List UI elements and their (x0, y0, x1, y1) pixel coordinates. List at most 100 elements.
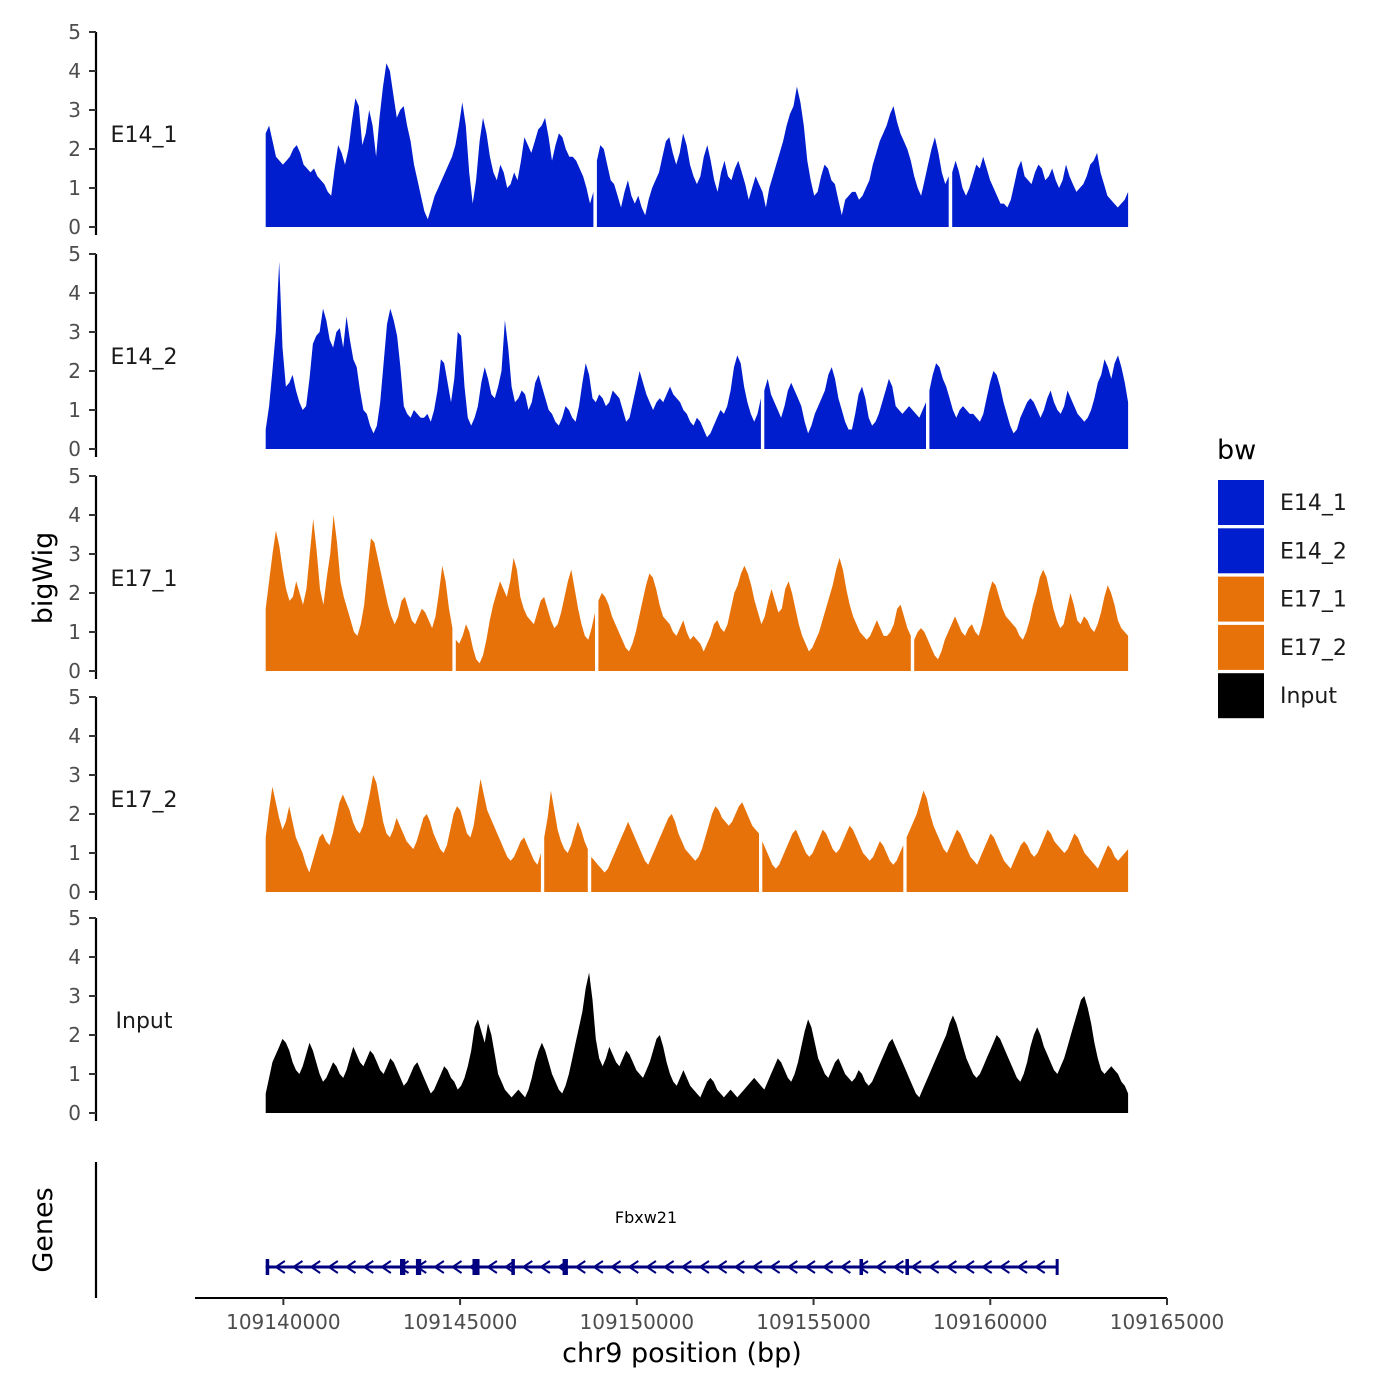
strand-arrow (927, 1260, 940, 1274)
strand-arrow (433, 1260, 445, 1274)
track-label: E17_2 (111, 788, 178, 813)
coverage-area-E17_2 (265, 775, 541, 892)
gene-model (265, 1259, 1059, 1275)
gene-exon (265, 1259, 270, 1275)
strand-arrow (609, 1260, 622, 1274)
strand-arrow (980, 1260, 993, 1274)
y-tick-label: 1 (68, 176, 81, 200)
strand-arrow (821, 1260, 834, 1274)
strand-arrow (698, 1260, 710, 1274)
track-panels: 0 1 2 3 4 5 E14_1 0 1 2 3 4 5 E14_2 0 1 2 3 4 5 E17_1 0 1 2 3 4 5 E… (68, 20, 1129, 1125)
legend-title: bw (1217, 435, 1256, 466)
legend-items: E14_1 E14_2 E17_1 E17_2 Input (1218, 480, 1347, 719)
legend-label: Input (1280, 684, 1337, 709)
y-tick-label: 2 (68, 581, 81, 605)
y-tick-label: 2 (68, 359, 81, 383)
strand-arrow (486, 1260, 498, 1274)
y-tick-label: 2 (68, 1023, 81, 1047)
gene-name-label: Fbxw21 (615, 1208, 677, 1227)
coverage-area-E17_1 (598, 557, 911, 671)
strand-arrow (627, 1260, 639, 1274)
strand-arrow (380, 1260, 392, 1274)
strand-arrow (963, 1260, 975, 1274)
strand-arrow (874, 1260, 887, 1274)
y-tick-label: 1 (68, 398, 81, 422)
legend-swatch (1218, 673, 1264, 719)
x-tick-label: 109150000 (580, 1310, 695, 1334)
gene-exon (859, 1259, 864, 1275)
y-tick-label: 3 (68, 984, 81, 1008)
y-tick-label: 0 (68, 215, 81, 239)
strand-arrow (768, 1260, 781, 1274)
strand-arrow (592, 1260, 604, 1274)
gene-exon (1055, 1259, 1059, 1275)
y-tick-label: 5 (68, 464, 81, 488)
strand-arrow (910, 1260, 922, 1274)
genes-panel: Genes Fbxw21 (28, 1162, 1059, 1298)
coverage-area-E17_1 (265, 515, 453, 671)
strand-arrow (539, 1260, 551, 1274)
y-tick-label: 0 (68, 659, 81, 683)
x-tick-label: 109140000 (226, 1310, 341, 1334)
coverage-area-Input (265, 972, 1129, 1113)
strand-arrow (397, 1260, 410, 1274)
y-tick-label: 3 (68, 763, 81, 787)
track-panel-E17_2: 0 1 2 3 4 5 E17_2 (68, 685, 1129, 904)
y-tick-label: 5 (68, 20, 81, 44)
genes-axis-title: Genes (28, 1187, 59, 1272)
x-axis: 109140000 109145000 109150000 109155000 1091… (195, 1297, 1224, 1369)
coverage-area-E14_1 (265, 63, 594, 228)
coverage-area-E17_2 (591, 802, 759, 892)
strand-arrow (645, 1260, 657, 1274)
x-axis-ticks: 109140000 109145000 109150000 109155000 1091… (226, 1298, 1224, 1334)
gene-exon (511, 1259, 515, 1275)
x-tick-label: 109165000 (1110, 1310, 1225, 1334)
track-label: E14_2 (111, 345, 178, 370)
strand-arrow (680, 1260, 692, 1274)
gene-exon (415, 1259, 422, 1275)
legend-label: E14_2 (1280, 539, 1347, 564)
y-tick-label: 0 (68, 1101, 81, 1125)
coverage-area-E17_2 (544, 790, 588, 892)
strand-arrow (857, 1260, 869, 1274)
strand-arrow (1033, 1260, 1046, 1274)
legend-swatch (1218, 624, 1264, 670)
strand-arrow (662, 1260, 675, 1274)
track-label: E17_1 (111, 567, 178, 592)
legend-label: E17_1 (1280, 588, 1347, 613)
y-tick-label: 5 (68, 906, 81, 930)
legend-label: E17_2 (1280, 636, 1347, 661)
y-tick-label: 4 (68, 945, 81, 969)
gene-exon (400, 1259, 406, 1275)
gene-exon (562, 1259, 568, 1275)
strand-arrow (733, 1260, 745, 1274)
strand-arrow (274, 1260, 286, 1274)
gene-exon (472, 1259, 480, 1275)
y-tick-label: 3 (68, 98, 81, 122)
y-tick-label: 2 (68, 802, 81, 826)
y-tick-label: 3 (68, 542, 81, 566)
strand-arrow (327, 1260, 339, 1274)
coverage-area-E14_2 (764, 367, 926, 449)
strand-arrow (450, 1260, 463, 1274)
track-panel-E14_2: 0 1 2 3 4 5 E14_2 (68, 242, 1129, 461)
y-tick-label: 3 (68, 320, 81, 344)
legend-label: E14_1 (1280, 491, 1347, 516)
track-label: E14_1 (111, 123, 178, 148)
y-tick-label: 5 (68, 242, 81, 266)
y-tick-label: 4 (68, 59, 81, 83)
strand-arrow (839, 1260, 851, 1274)
strand-arrow (786, 1260, 798, 1274)
coverage-area-E14_1 (952, 152, 1129, 227)
strand-arrow (309, 1260, 321, 1274)
strand-arrow (751, 1260, 763, 1274)
coverage-area-E17_2 (762, 825, 904, 892)
coverage-area-E14_2 (929, 355, 1129, 449)
coverage-area-E14_2 (265, 261, 761, 449)
x-tick-label: 109160000 (933, 1310, 1048, 1334)
strand-arrow (804, 1260, 816, 1274)
coverage-area-E14_1 (596, 86, 949, 227)
y-tick-label: 5 (68, 685, 81, 709)
coverage-area-E17_2 (906, 790, 1129, 892)
